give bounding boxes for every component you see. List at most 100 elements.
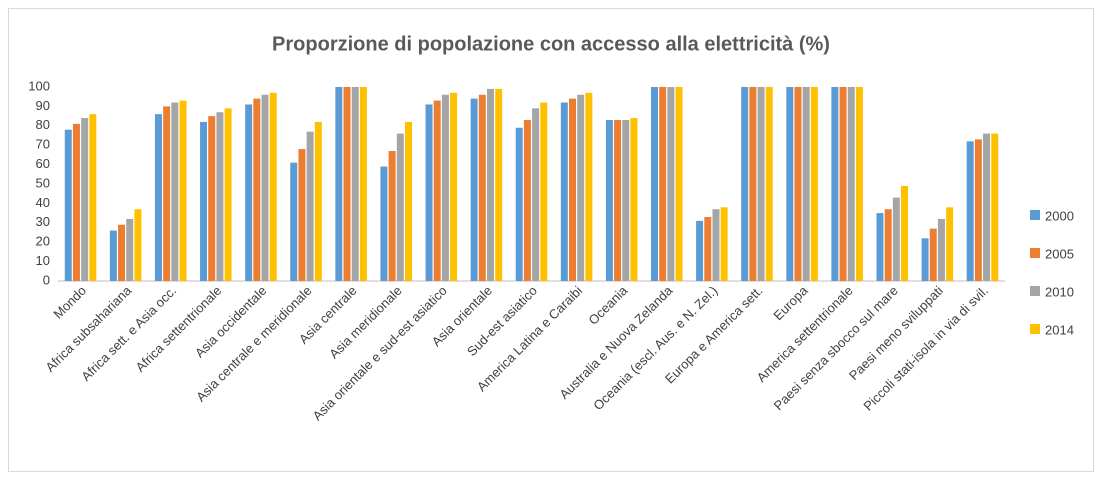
bar	[937, 218, 945, 281]
bar	[253, 98, 261, 281]
y-tick-label: 0	[43, 272, 50, 287]
bar	[245, 104, 253, 282]
bar	[560, 102, 568, 282]
bar	[974, 139, 982, 281]
y-tick-label: 100	[28, 78, 50, 93]
bar	[569, 98, 576, 281]
bar	[847, 87, 855, 281]
bar	[200, 121, 208, 281]
bar	[134, 209, 142, 281]
bar	[298, 149, 306, 281]
bar	[876, 213, 884, 281]
legend-swatch	[1030, 210, 1040, 220]
legend-swatch	[1030, 324, 1040, 334]
bar	[515, 127, 523, 282]
y-tick-label: 30	[36, 214, 50, 229]
bar	[163, 106, 171, 282]
bar	[487, 88, 494, 281]
bar	[359, 87, 367, 281]
legend-label: 2000	[1045, 208, 1074, 223]
bar	[991, 133, 999, 281]
bar	[224, 108, 232, 281]
y-tick-label: 60	[36, 156, 50, 171]
bar	[470, 98, 478, 281]
bar	[118, 224, 126, 281]
bar	[765, 87, 773, 281]
bar	[831, 87, 839, 281]
bar	[786, 87, 794, 281]
chart-title: Proporzione di popolazione con accesso a…	[272, 33, 830, 55]
bar	[72, 123, 80, 281]
bar	[314, 121, 322, 281]
bar	[630, 118, 638, 281]
bar	[839, 87, 847, 281]
bar	[704, 216, 712, 281]
bar	[425, 104, 433, 282]
bar	[667, 87, 675, 281]
bar	[532, 108, 540, 281]
bar	[712, 209, 720, 281]
legend-swatch	[1030, 248, 1040, 258]
bar	[495, 88, 503, 281]
y-tick-label: 40	[36, 195, 50, 210]
bar	[380, 166, 388, 281]
bar	[884, 209, 892, 281]
bar	[696, 220, 704, 281]
bar	[659, 87, 667, 281]
bar	[892, 197, 900, 281]
bar	[651, 87, 658, 281]
bar	[855, 87, 863, 281]
bar	[605, 119, 613, 281]
y-tick-label: 80	[36, 117, 50, 132]
bar	[810, 87, 818, 281]
bar	[802, 87, 810, 281]
bar	[946, 207, 954, 281]
bar	[540, 102, 548, 282]
bar	[523, 119, 531, 281]
bar	[388, 151, 396, 281]
bar	[720, 207, 728, 281]
bar	[478, 94, 486, 281]
bar	[335, 87, 343, 281]
bar	[622, 119, 630, 281]
legend-label: 2010	[1045, 284, 1074, 299]
bar	[396, 133, 404, 281]
y-tick-label: 70	[36, 137, 50, 152]
legend-swatch	[1030, 286, 1040, 296]
bar	[929, 228, 937, 281]
bar	[179, 100, 187, 281]
bar	[261, 94, 269, 281]
y-tick-label: 10	[36, 253, 50, 268]
bar	[921, 238, 929, 281]
y-tick-label: 20	[36, 234, 50, 249]
bar	[749, 87, 757, 281]
bar	[343, 87, 351, 281]
bar	[405, 121, 412, 281]
bar	[290, 162, 298, 281]
bar	[351, 87, 359, 281]
bar	[450, 92, 458, 281]
bar	[983, 133, 991, 281]
bar	[675, 87, 683, 281]
bar	[81, 118, 89, 281]
bar	[216, 112, 224, 281]
bar	[901, 185, 909, 281]
y-tick-label: 50	[36, 175, 50, 190]
bar	[614, 119, 622, 281]
legend-label: 2014	[1045, 322, 1074, 337]
bar	[441, 94, 449, 281]
y-tick-label: 90	[36, 98, 50, 113]
bar	[126, 218, 134, 281]
bar	[109, 230, 117, 281]
chart-frame	[8, 8, 1094, 472]
bar	[154, 114, 162, 281]
bar	[966, 141, 974, 281]
legend-label: 2005	[1045, 246, 1074, 261]
bar	[433, 100, 441, 281]
bar	[757, 87, 765, 281]
bar	[208, 116, 216, 281]
bar	[741, 87, 749, 281]
bar	[794, 87, 802, 281]
bar	[269, 92, 277, 281]
